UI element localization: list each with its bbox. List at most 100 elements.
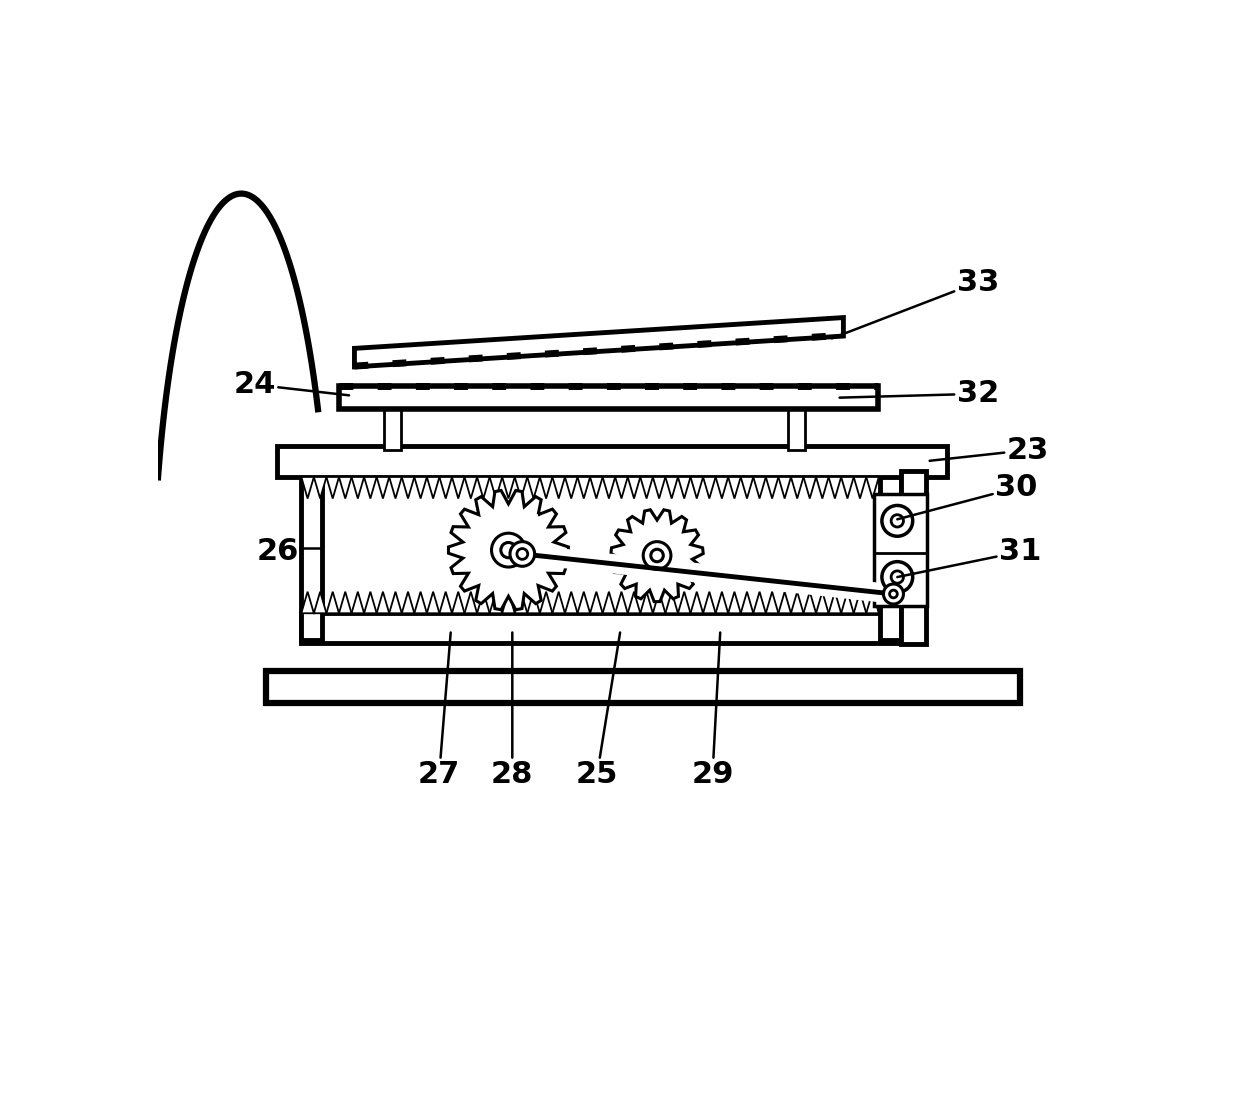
Polygon shape: [779, 592, 791, 614]
Polygon shape: [640, 477, 652, 498]
Circle shape: [892, 515, 904, 527]
Polygon shape: [389, 477, 402, 498]
Polygon shape: [414, 592, 427, 614]
Circle shape: [883, 584, 904, 604]
Polygon shape: [414, 477, 427, 498]
Polygon shape: [465, 477, 477, 498]
Text: 28: 28: [491, 632, 533, 790]
Polygon shape: [326, 592, 339, 614]
Polygon shape: [766, 592, 779, 614]
Polygon shape: [339, 592, 351, 614]
Polygon shape: [552, 592, 565, 614]
Polygon shape: [691, 592, 703, 614]
Polygon shape: [314, 477, 326, 498]
Polygon shape: [603, 477, 615, 498]
Polygon shape: [779, 477, 791, 498]
Polygon shape: [477, 592, 490, 614]
Bar: [300, 475, 322, 640]
Polygon shape: [578, 592, 590, 614]
Polygon shape: [841, 592, 853, 614]
Polygon shape: [804, 592, 816, 614]
Polygon shape: [691, 477, 703, 498]
Polygon shape: [477, 477, 490, 498]
Polygon shape: [728, 477, 740, 498]
Polygon shape: [465, 592, 477, 614]
Bar: [787, 406, 805, 450]
Polygon shape: [552, 477, 565, 498]
Polygon shape: [515, 592, 527, 614]
Polygon shape: [841, 477, 853, 498]
Circle shape: [882, 562, 913, 593]
Circle shape: [882, 506, 913, 537]
Polygon shape: [527, 477, 539, 498]
Polygon shape: [439, 477, 451, 498]
Circle shape: [651, 549, 663, 562]
Polygon shape: [578, 477, 590, 498]
Polygon shape: [867, 592, 879, 614]
Polygon shape: [703, 477, 715, 498]
Circle shape: [510, 541, 534, 567]
Polygon shape: [502, 592, 515, 614]
Polygon shape: [301, 477, 314, 498]
Bar: [901, 471, 926, 644]
Polygon shape: [365, 592, 377, 614]
Polygon shape: [539, 477, 552, 498]
Bar: [300, 614, 901, 642]
Polygon shape: [451, 592, 465, 614]
Circle shape: [517, 549, 528, 559]
Polygon shape: [652, 477, 666, 498]
Polygon shape: [449, 491, 568, 609]
Polygon shape: [565, 477, 578, 498]
Polygon shape: [351, 592, 365, 614]
Polygon shape: [451, 477, 465, 498]
Polygon shape: [402, 477, 414, 498]
Polygon shape: [828, 592, 841, 614]
Text: 31: 31: [898, 537, 1042, 578]
Polygon shape: [490, 592, 502, 614]
Polygon shape: [355, 318, 843, 367]
Bar: [383, 406, 401, 450]
Polygon shape: [740, 477, 753, 498]
Polygon shape: [339, 477, 351, 498]
Circle shape: [889, 590, 898, 598]
Text: 27: 27: [418, 632, 460, 790]
Polygon shape: [652, 592, 666, 614]
Polygon shape: [539, 592, 552, 614]
Polygon shape: [377, 477, 389, 498]
Polygon shape: [627, 592, 640, 614]
Polygon shape: [627, 477, 640, 498]
Polygon shape: [427, 592, 439, 614]
Text: 26: 26: [257, 537, 299, 566]
Polygon shape: [853, 477, 867, 498]
Polygon shape: [314, 592, 326, 614]
Polygon shape: [740, 592, 753, 614]
Polygon shape: [377, 592, 389, 614]
Bar: [879, 475, 901, 640]
Polygon shape: [816, 592, 828, 614]
Polygon shape: [666, 592, 678, 614]
Polygon shape: [678, 477, 691, 498]
Circle shape: [491, 534, 526, 568]
Text: 25: 25: [575, 632, 620, 790]
Polygon shape: [439, 592, 451, 614]
Polygon shape: [666, 477, 678, 498]
Polygon shape: [766, 477, 779, 498]
Polygon shape: [490, 477, 502, 498]
Polygon shape: [753, 477, 766, 498]
Bar: [278, 447, 947, 477]
Text: 32: 32: [839, 379, 999, 408]
Polygon shape: [611, 509, 703, 602]
Polygon shape: [402, 592, 414, 614]
Polygon shape: [389, 592, 402, 614]
Polygon shape: [326, 477, 339, 498]
Text: 24: 24: [233, 370, 350, 399]
Polygon shape: [365, 477, 377, 498]
Polygon shape: [715, 477, 728, 498]
Text: 23: 23: [930, 436, 1049, 464]
Polygon shape: [816, 477, 828, 498]
Polygon shape: [828, 477, 841, 498]
Polygon shape: [728, 592, 740, 614]
Polygon shape: [867, 477, 879, 498]
Text: 33: 33: [832, 267, 999, 339]
Polygon shape: [804, 477, 816, 498]
